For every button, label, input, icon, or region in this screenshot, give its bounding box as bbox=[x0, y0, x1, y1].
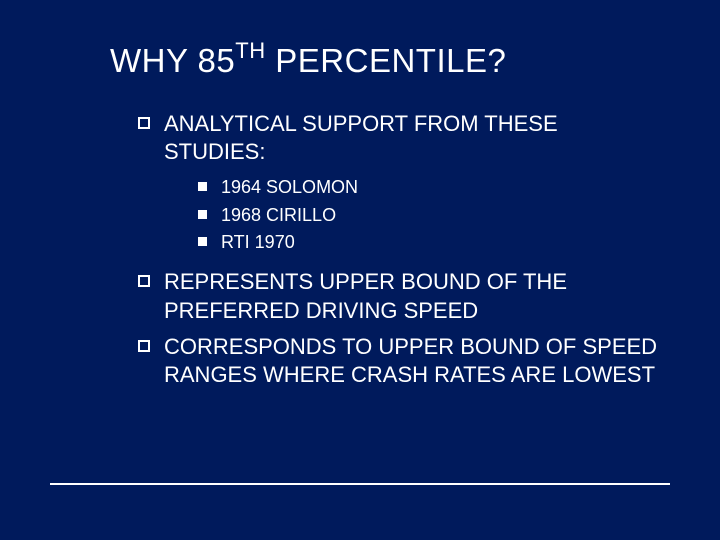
filled-square-icon bbox=[198, 237, 207, 246]
sub-bullet-list: 1964 SOLOMON 1968 CIRILLO RTI 1970 bbox=[198, 176, 660, 254]
bullet-text: CORRESPONDS TO UPPER BOUND OF SPEED RANG… bbox=[164, 333, 660, 389]
open-square-icon bbox=[138, 117, 150, 129]
bullet-item: REPRESENTS UPPER BOUND OF THE PREFERRED … bbox=[138, 268, 660, 324]
bullet-item: ANALYTICAL SUPPORT FROM THESE STUDIES: bbox=[138, 110, 660, 166]
sub-bullet-text: RTI 1970 bbox=[221, 231, 295, 254]
open-square-icon bbox=[138, 275, 150, 287]
title-sup: TH bbox=[235, 38, 265, 63]
sub-bullet-item: 1964 SOLOMON bbox=[198, 176, 660, 199]
sub-bullet-item: 1968 CIRILLO bbox=[198, 204, 660, 227]
filled-square-icon bbox=[198, 182, 207, 191]
title-pre: WHY 85 bbox=[110, 42, 235, 79]
bullet-text: REPRESENTS UPPER BOUND OF THE PREFERRED … bbox=[164, 268, 660, 324]
divider-line bbox=[50, 483, 670, 485]
bullet-text: ANALYTICAL SUPPORT FROM THESE STUDIES: bbox=[164, 110, 660, 166]
sub-bullet-text: 1964 SOLOMON bbox=[221, 176, 358, 199]
sub-bullet-text: 1968 CIRILLO bbox=[221, 204, 336, 227]
slide: WHY 85TH PERCENTILE? ANALYTICAL SUPPORT … bbox=[0, 0, 720, 437]
filled-square-icon bbox=[198, 210, 207, 219]
bullet-item: CORRESPONDS TO UPPER BOUND OF SPEED RANG… bbox=[138, 333, 660, 389]
title-post: PERCENTILE? bbox=[266, 42, 507, 79]
slide-title: WHY 85TH PERCENTILE? bbox=[110, 40, 660, 80]
sub-bullet-item: RTI 1970 bbox=[198, 231, 660, 254]
open-square-icon bbox=[138, 340, 150, 352]
